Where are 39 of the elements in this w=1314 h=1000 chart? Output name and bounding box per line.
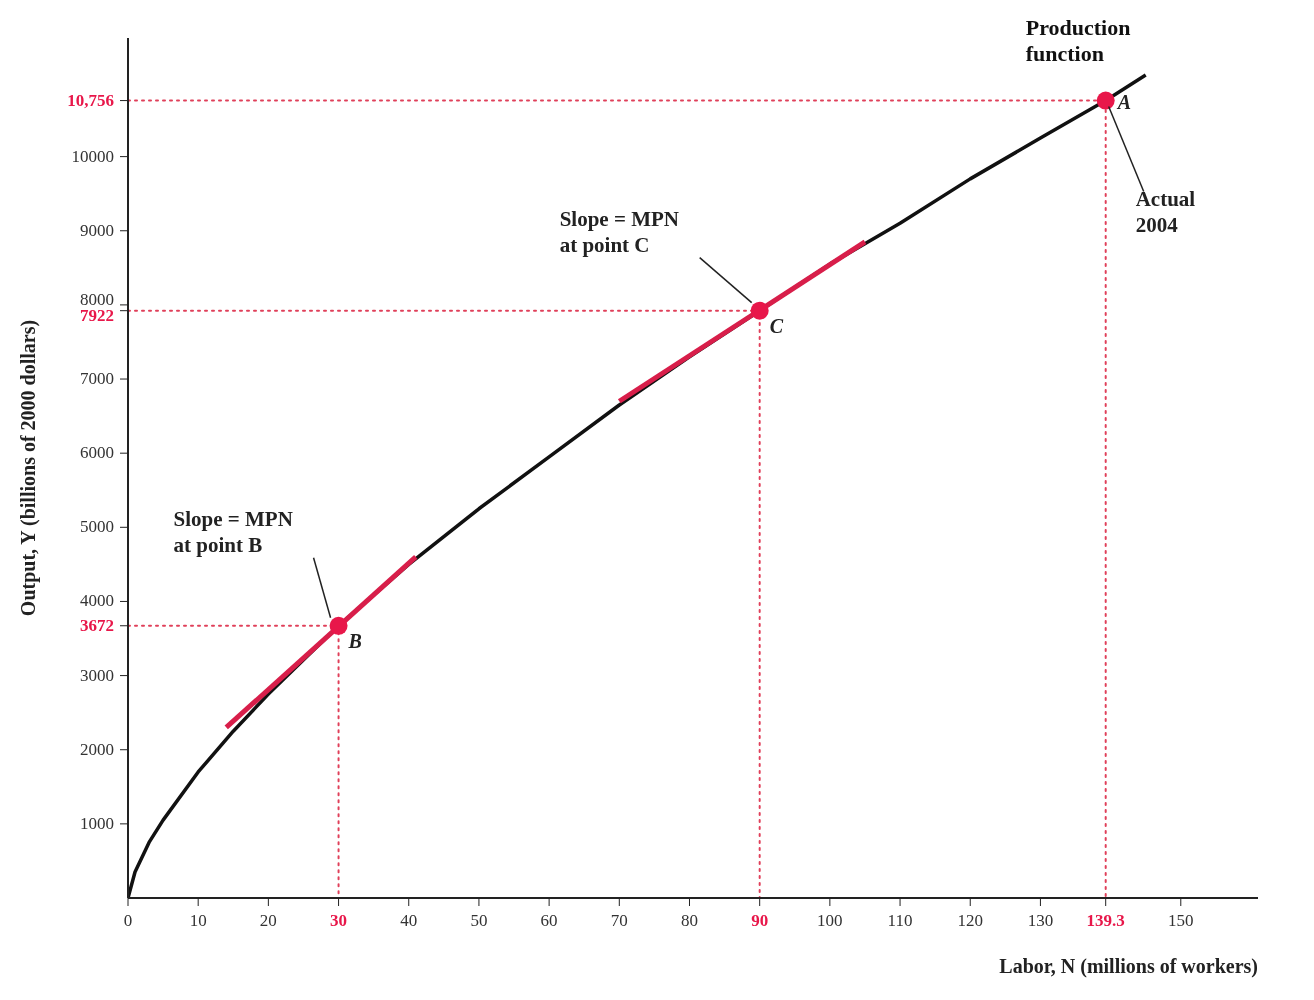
y-tick-label: 10,756 <box>67 90 114 110</box>
x-axis-title: Labor, N (millions of workers) <box>999 955 1258 978</box>
y-tick-label: 6000 <box>80 443 114 463</box>
x-tick-label: 30 <box>330 911 348 930</box>
x-tick-label: 10 <box>189 911 207 930</box>
annotation: Slope = MPN at point B <box>173 506 293 557</box>
annotation: Actual 2004 <box>1135 186 1196 237</box>
annotation: Slope = MPN at point C <box>559 206 679 257</box>
y-tick-label: 3000 <box>80 665 114 685</box>
x-tick-label: 80 <box>680 911 698 930</box>
x-tick-label: 150 <box>1168 911 1194 930</box>
y-tick-label: 5000 <box>80 517 114 537</box>
x-tick-label: 110 <box>887 911 913 930</box>
annotation: A <box>1115 90 1132 113</box>
annotation: C <box>769 314 784 337</box>
x-tick-label: 0 <box>123 911 133 930</box>
y-tick-label: 7000 <box>80 369 114 389</box>
y-axis-title: Output, Y (billions of 2000 dollars) <box>17 319 41 617</box>
x-tick-label: 90 <box>751 911 769 930</box>
y-tick-label: 2000 <box>80 739 114 759</box>
point <box>750 301 769 320</box>
y-tick-label: 3672 <box>80 615 114 635</box>
x-tick-label: 50 <box>470 911 488 930</box>
annotation: B <box>347 629 362 652</box>
x-tick-label: 70 <box>610 911 628 930</box>
x-tick-label: 130 <box>1027 911 1054 930</box>
y-tick-label: 10000 <box>71 146 114 166</box>
x-tick-label: 120 <box>957 911 983 930</box>
series-label: Production function <box>1025 15 1131 67</box>
y-tick-label: 1000 <box>80 813 114 833</box>
x-tick-label: 60 <box>540 911 558 930</box>
x-tick-label: 100 <box>817 911 843 930</box>
x-tick-label: 20 <box>259 911 277 930</box>
point <box>329 616 348 635</box>
y-tick-label: 4000 <box>80 591 114 611</box>
y-tick-label: 9000 <box>80 220 114 240</box>
x-tick-label: 139.3 <box>1086 911 1125 930</box>
x-tick-label: 40 <box>400 911 418 930</box>
point <box>1096 91 1115 110</box>
